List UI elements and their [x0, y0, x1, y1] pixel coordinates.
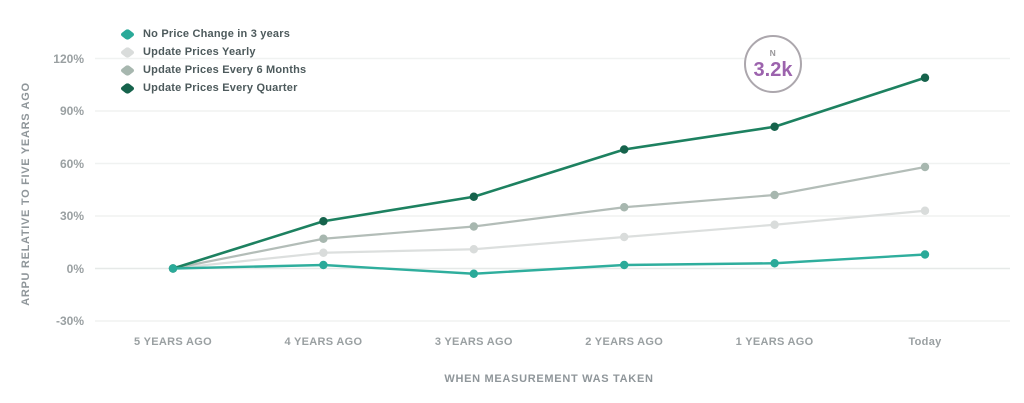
data-point: [469, 222, 478, 231]
data-point: [770, 190, 779, 200]
legend-marker-icon: [119, 45, 136, 59]
x-tick-label: 1 YEARS AGO: [735, 336, 814, 348]
series-line: [171, 165, 927, 270]
data-point: [469, 245, 478, 254]
sample-size-badge: N 3.2k: [744, 35, 802, 93]
legend-label: Update Prices Every Quarter: [143, 82, 298, 94]
badge-value: 3.2k: [753, 59, 793, 81]
legend-label: No Price Change in 3 years: [143, 28, 291, 40]
legend-item-update-quarterly: Update Prices Every Quarter: [119, 79, 306, 97]
y-tick-label: -30%: [55, 314, 84, 328]
legend-item-no-price-change: No Price Change in 3 years: [119, 25, 306, 43]
data-point: [770, 259, 779, 268]
data-point: [620, 232, 629, 242]
y-tick-label: 30%: [59, 209, 84, 223]
x-tick-label: Today: [908, 336, 942, 348]
series-line: [171, 253, 927, 275]
x-tick-label: 2 YEARS AGO: [585, 336, 664, 348]
legend-item-update-yearly: Update Prices Yearly: [119, 43, 306, 61]
data-point: [469, 269, 478, 278]
data-point: [319, 217, 328, 226]
data-point: [620, 145, 629, 154]
y-tick-label: 120%: [53, 51, 84, 66]
y-tick-label: 0%: [66, 261, 84, 276]
data-point: [168, 264, 178, 273]
data-point: [319, 234, 328, 243]
data-point: [770, 220, 779, 229]
data-point: [920, 162, 930, 172]
legend-item-update-6-months: Update Prices Every 6 Months: [119, 61, 307, 79]
data-point: [920, 250, 930, 259]
x-axis-title: WHEN MEASUREMENT WAS TAKEN: [444, 373, 654, 385]
legend-label: Update Prices Every 6 Months: [143, 64, 307, 76]
x-tick-label: 4 YEARS AGO: [284, 336, 363, 348]
series-line: [171, 76, 927, 270]
legend-label: Update Prices Yearly: [143, 46, 256, 58]
data-point: [920, 73, 930, 82]
data-point: [469, 192, 478, 201]
x-tick-label: 3 YEARS AGO: [434, 336, 513, 348]
legend-marker-icon: [119, 81, 136, 95]
legend-marker-icon: [119, 27, 136, 41]
data-point: [620, 203, 629, 212]
y-tick-label: 90%: [59, 104, 84, 118]
badge-n-label: N: [769, 48, 777, 58]
data-point: [920, 206, 930, 215]
y-tick-label: 60%: [59, 156, 84, 171]
data-point: [319, 260, 328, 270]
legend: No Price Change in 3 years Update Prices…: [119, 25, 307, 97]
data-point: [620, 260, 629, 270]
legend-marker-icon: [119, 63, 136, 77]
data-point: [319, 248, 328, 257]
series-line: [171, 209, 927, 270]
x-tick-label: 5 YEARS AGO: [134, 336, 212, 348]
data-point: [770, 122, 779, 131]
